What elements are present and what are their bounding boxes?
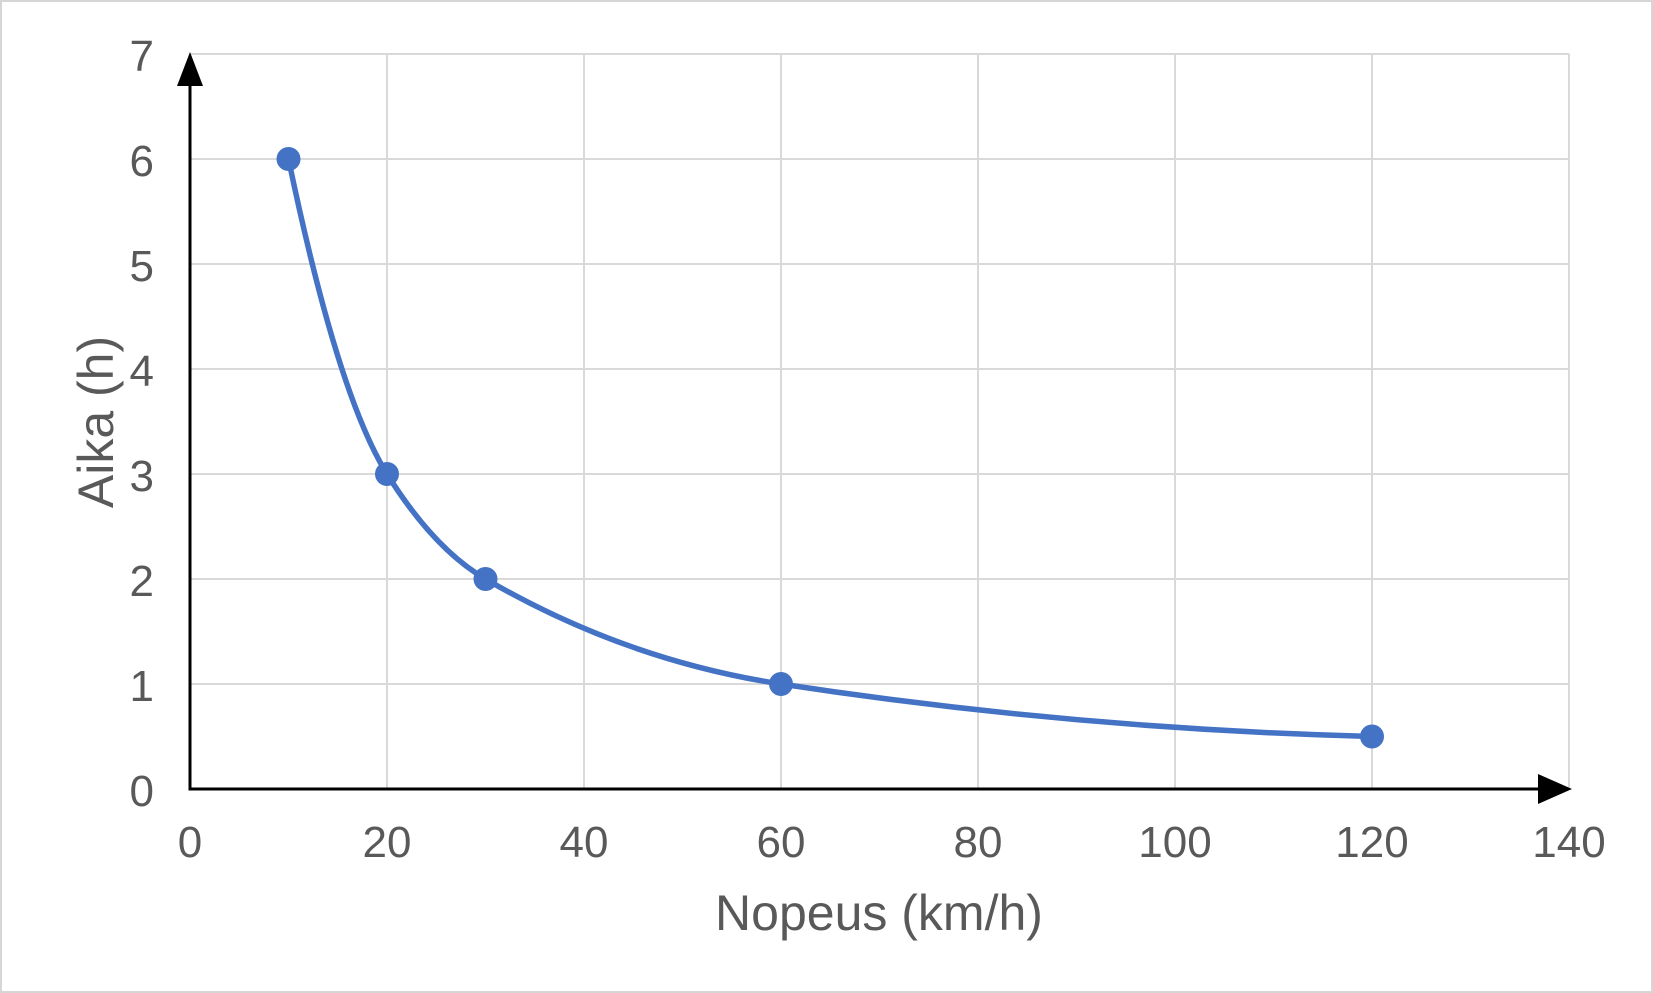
x-axis-arrowhead-icon bbox=[1538, 774, 1572, 804]
data-point-marker bbox=[769, 672, 793, 696]
y-tick-label: 5 bbox=[130, 242, 154, 291]
x-tick-label: 100 bbox=[1138, 818, 1211, 867]
axes bbox=[177, 52, 1572, 804]
y-tick-label: 7 bbox=[130, 32, 154, 81]
data-point-marker bbox=[473, 567, 498, 591]
x-tick-label: 20 bbox=[363, 818, 412, 867]
y-tick-label: 3 bbox=[130, 452, 154, 501]
x-tick-label: 80 bbox=[954, 818, 1003, 867]
data-point-marker bbox=[276, 147, 301, 171]
y-axis-arrowhead-icon bbox=[177, 52, 203, 86]
x-tick-label: 40 bbox=[560, 818, 609, 867]
tick-labels: 0 20 40 60 80 100 120 140 0 1 2 3 4 5 6 7 bbox=[130, 32, 1606, 867]
y-tick-label: 1 bbox=[130, 662, 154, 711]
y-tick-label: 0 bbox=[130, 767, 154, 816]
y-tick-label: 4 bbox=[130, 347, 154, 396]
y-axis-title: Aika (h) bbox=[68, 336, 124, 508]
series-line bbox=[285, 156, 1375, 740]
gridlines bbox=[190, 53, 1570, 789]
x-tick-label: 140 bbox=[1532, 818, 1605, 867]
y-tick-label: 2 bbox=[130, 557, 154, 606]
x-tick-label: 0 bbox=[178, 818, 202, 867]
x-tick-label: 120 bbox=[1335, 818, 1408, 867]
series-group bbox=[276, 147, 1384, 749]
data-point-marker bbox=[375, 462, 399, 486]
y-tick-label: 6 bbox=[130, 137, 154, 186]
x-tick-label: 60 bbox=[757, 818, 806, 867]
x-axis-title: Nopeus (km/h) bbox=[715, 885, 1043, 941]
data-point-marker bbox=[1360, 724, 1384, 749]
